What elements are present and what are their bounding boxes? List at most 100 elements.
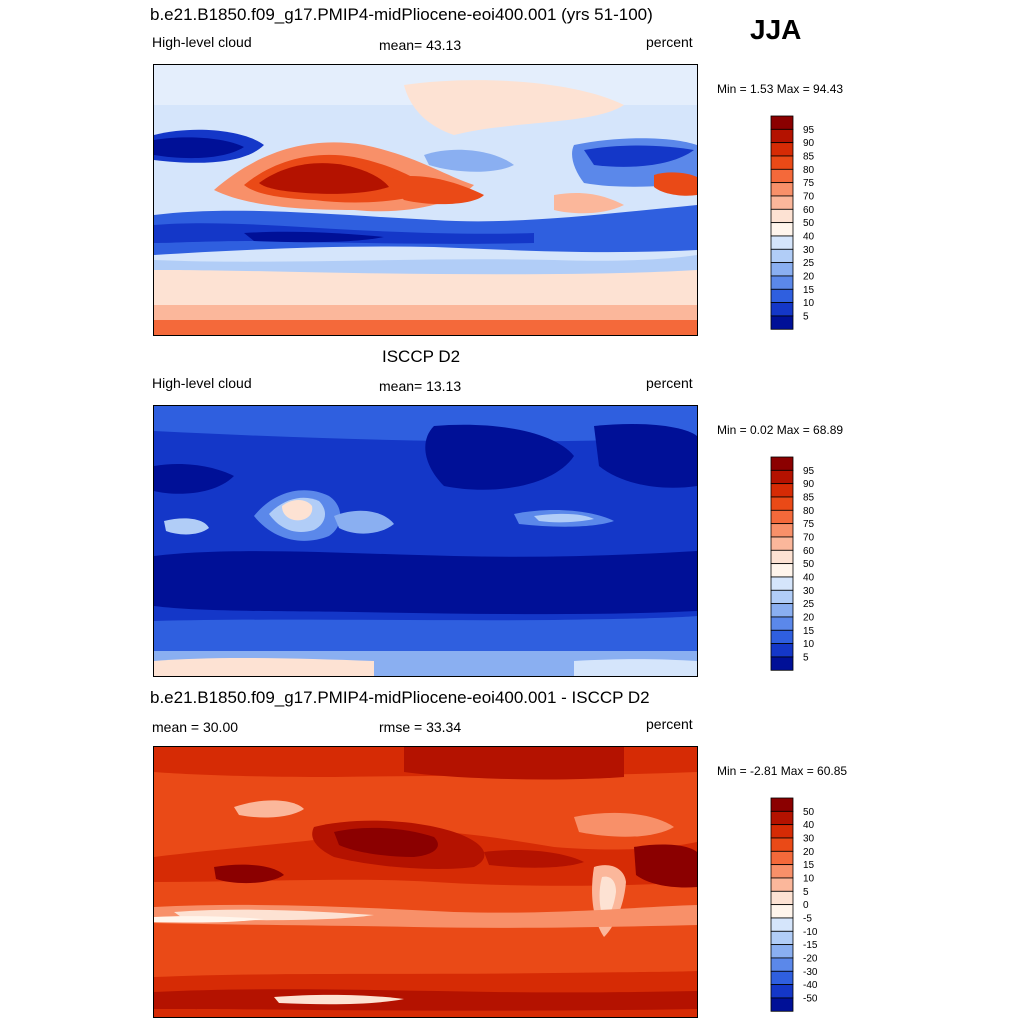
- colorbar-swatch: [770, 483, 794, 498]
- colorbar-swatch: [770, 797, 794, 812]
- colorbar-tick-label: 60: [803, 546, 815, 557]
- colorbar-swatch: [770, 549, 794, 565]
- colorbar-swatch: [770, 824, 794, 839]
- map-plot: [153, 64, 698, 336]
- colorbar-swatch: [770, 248, 794, 264]
- colorbar-swatch: [770, 262, 794, 277]
- panel-title: ISCCP D2: [382, 347, 461, 366]
- colorbar-swatch: [770, 563, 794, 578]
- colorbar-swatch: [770, 275, 794, 290]
- colorbar-tick-label: 40: [803, 820, 815, 831]
- colorbar-swatch: [770, 302, 794, 317]
- colorbar-tick-label: 20: [803, 847, 815, 858]
- mean-label: mean = 30.00: [152, 719, 239, 735]
- colorbar-tick-label: 95: [803, 466, 815, 477]
- colorbar-swatch: [770, 576, 794, 591]
- colorbar-tick-label: 30: [803, 586, 815, 597]
- colorbar-swatch: [770, 837, 794, 852]
- colorbar-tick-label: 15: [803, 285, 815, 296]
- colorbar-tick-label: 0: [803, 900, 809, 911]
- colorbar-tick-label: -40: [803, 980, 818, 991]
- colorbar: 50 40 30 20 15 10 5 0 -5 -10 -15 -20 -30 -40 -50: [770, 797, 841, 1012]
- colorbar-swatch: [770, 877, 794, 892]
- colorbar-swatch: [770, 222, 794, 237]
- colorbar-swatch: [770, 182, 794, 197]
- colorbar-tick-label: 30: [803, 245, 815, 256]
- colorbar-tick-label: 95: [803, 125, 815, 136]
- colorbar-tick-label: 85: [803, 151, 815, 162]
- colorbar-swatch: [770, 589, 794, 605]
- colorbar-tick-label: -10: [803, 927, 818, 938]
- colorbar-tick-label: 70: [803, 191, 815, 202]
- colorbar-tick-label: 40: [803, 572, 815, 583]
- colorbar-tick-label: 40: [803, 231, 815, 242]
- colorbar-tick-label: 15: [803, 860, 815, 871]
- colorbar-swatch: [770, 456, 794, 471]
- colorbar-tick-label: 25: [803, 258, 815, 269]
- colorbar-tick-label: 5: [803, 311, 809, 322]
- colorbar-swatch: [770, 810, 794, 826]
- colorbar-swatch: [770, 984, 794, 999]
- mean-label: mean= 13.13: [379, 378, 462, 394]
- colorbar-swatch: [770, 509, 794, 525]
- colorbar-swatch: [770, 128, 794, 144]
- units-label: percent: [646, 34, 693, 50]
- colorbar-tick-label: 75: [803, 519, 815, 530]
- colorbar-tick-label: 25: [803, 599, 815, 610]
- colorbar-swatch: [770, 629, 794, 645]
- map-field: [154, 65, 697, 335]
- colorbar-swatch: [770, 997, 794, 1012]
- colorbar-tick-label: -30: [803, 967, 818, 978]
- colorbar-swatch: [770, 850, 794, 866]
- colorbar-tick-label: -5: [803, 913, 812, 924]
- colorbar-tick-label: 5: [803, 887, 809, 898]
- colorbar-swatch: [770, 288, 794, 304]
- colorbar: 95 90 85 80 75 70 60 50 40 30 25 20 15 10 5: [770, 456, 841, 671]
- colorbar-tick-label: 20: [803, 612, 815, 623]
- colorbar-tick-label: 80: [803, 506, 815, 517]
- colorbar-swatch: [770, 315, 794, 330]
- minmax-label: Min = 1.53 Max = 94.43: [717, 82, 844, 96]
- colorbar-swatch: [770, 904, 794, 919]
- colorbar-tick-label: 75: [803, 178, 815, 189]
- colorbar-tick-label: 15: [803, 626, 815, 637]
- colorbar-tick-label: 90: [803, 479, 815, 490]
- panel-title: b.e21.B1850.f09_g17.PMIP4-midPliocene-eo…: [150, 5, 653, 24]
- variable-label: High-level cloud: [152, 34, 252, 50]
- colorbar-tick-label: 85: [803, 492, 815, 503]
- colorbar-swatch: [770, 142, 794, 157]
- colorbar-swatch: [770, 957, 794, 972]
- colorbar-tick-label: 5: [803, 652, 809, 663]
- colorbar-tick-label: 60: [803, 205, 815, 216]
- colorbar-tick-label: 10: [803, 298, 815, 309]
- colorbar-swatch: [770, 235, 794, 250]
- colorbar-swatch: [770, 168, 794, 184]
- map-field: [154, 747, 697, 1017]
- colorbar-swatch: [770, 944, 794, 959]
- rmse-label: rmse = 33.34: [379, 719, 462, 735]
- colorbar-tick-label: 70: [803, 532, 815, 543]
- variable-label: High-level cloud: [152, 375, 252, 391]
- colorbar-swatch: [770, 864, 794, 879]
- colorbar-tick-label: 50: [803, 559, 815, 570]
- units-label: percent: [646, 716, 693, 732]
- colorbar-swatch: [770, 536, 794, 551]
- colorbar-tick-label: 50: [803, 807, 815, 818]
- map-field: [154, 406, 697, 676]
- colorbar-tick-label: -15: [803, 940, 818, 951]
- colorbar: 95 90 85 80 75 70 60 50 40 30 25 20 15 10 5: [770, 115, 841, 330]
- season-label: JJA: [750, 14, 802, 45]
- colorbar-tick-label: 50: [803, 218, 815, 229]
- colorbar-swatch: [770, 603, 794, 618]
- colorbar-swatch: [770, 917, 794, 932]
- minmax-label: Min = -2.81 Max = 60.85: [717, 764, 848, 778]
- colorbar-swatch: [770, 656, 794, 671]
- colorbar-swatch: [770, 890, 794, 906]
- colorbar-swatch: [770, 496, 794, 511]
- colorbar-swatch: [770, 523, 794, 538]
- colorbar-swatch: [770, 155, 794, 170]
- mean-label: mean= 43.13: [379, 37, 462, 53]
- colorbar-swatch: [770, 643, 794, 658]
- panel-title: b.e21.B1850.f09_g17.PMIP4-midPliocene-eo…: [150, 688, 650, 707]
- colorbar-tick-label: 20: [803, 271, 815, 282]
